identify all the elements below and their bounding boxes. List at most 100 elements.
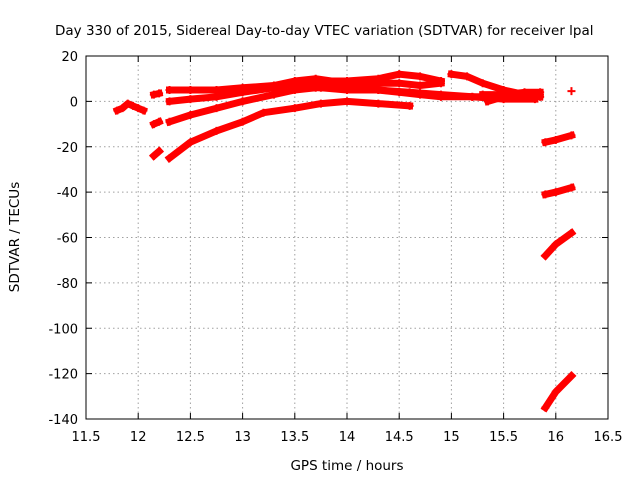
data-point	[530, 90, 539, 99]
grid	[86, 56, 608, 419]
data-point	[463, 72, 472, 81]
data-point	[290, 104, 299, 113]
data-point	[468, 92, 477, 101]
data-point	[259, 108, 268, 117]
x-tick-label: 13	[234, 430, 251, 445]
series-arc-m	[567, 87, 576, 96]
data-point	[374, 86, 383, 95]
data-point	[483, 97, 492, 106]
data-point	[416, 72, 425, 81]
data-point	[567, 131, 576, 140]
data-point	[541, 251, 550, 260]
data-point	[395, 70, 404, 79]
y-tick-label: -20	[57, 141, 78, 156]
x-axis: 11.5 12 12.5 13 13.5 14 14.5 15 15.5 16 16.5	[72, 56, 623, 445]
series-arc-f	[165, 70, 446, 106]
data-point	[416, 81, 425, 90]
data-point	[541, 138, 550, 147]
series-arc-q	[540, 370, 577, 413]
data-point	[269, 90, 278, 99]
series-trace	[541, 183, 576, 199]
data-point	[541, 190, 550, 199]
x-tick-label: 14.5	[385, 430, 414, 445]
data-point	[316, 83, 325, 92]
data-point	[567, 371, 576, 380]
data-point	[436, 90, 445, 99]
series-trace	[483, 91, 539, 106]
x-tick-label: 11.5	[72, 430, 101, 445]
data-point	[238, 97, 247, 106]
data-point	[165, 117, 174, 126]
series-arc-h	[164, 97, 414, 164]
data-point	[155, 89, 164, 98]
data-point	[405, 101, 414, 110]
data-point	[478, 90, 487, 99]
data-point	[186, 95, 195, 104]
data-point	[128, 101, 137, 110]
series-arc-o	[541, 183, 576, 199]
data-point	[567, 183, 576, 192]
y-tick-label: -100	[48, 322, 78, 337]
data-point	[515, 90, 524, 99]
data-point	[149, 120, 158, 129]
chart-title: Day 330 of 2015, Sidereal Day-to-day VTE…	[55, 23, 594, 39]
x-tick-label: 13.5	[280, 430, 309, 445]
data-point	[567, 228, 576, 237]
series-arc-n	[541, 131, 576, 147]
x-tick-label: 15.5	[489, 430, 518, 445]
series-trace	[164, 97, 414, 164]
data-point	[447, 70, 456, 79]
series-arc-a	[112, 99, 148, 115]
x-tick-label: 15	[443, 430, 460, 445]
data-point	[238, 117, 247, 126]
data-point	[343, 86, 351, 95]
data-point	[316, 99, 325, 108]
series-arc-p	[540, 228, 577, 261]
data-point	[551, 188, 560, 197]
data-point	[113, 106, 122, 115]
x-tick-label: 16	[548, 430, 565, 445]
data-point	[186, 86, 195, 95]
data-point	[343, 76, 351, 85]
data-point	[343, 97, 351, 106]
data-point	[155, 117, 164, 126]
y-tick-label: 20	[61, 50, 78, 65]
data-point	[290, 81, 299, 90]
data-point	[186, 110, 195, 119]
data-point	[212, 104, 221, 113]
data-point	[165, 97, 174, 106]
data-points	[112, 70, 577, 413]
series-arc-d	[148, 146, 165, 161]
series-arc-c	[149, 117, 164, 129]
data-point	[551, 135, 560, 144]
data-point	[374, 74, 383, 83]
data-point	[541, 403, 550, 412]
y-tick-label: 0	[70, 95, 78, 110]
data-point	[499, 92, 508, 101]
data-point	[149, 90, 158, 99]
data-point	[123, 99, 132, 108]
data-point	[551, 387, 560, 396]
data-point	[212, 126, 221, 135]
series-arc-l	[483, 90, 539, 106]
data-point	[436, 76, 445, 85]
data-point	[405, 88, 414, 97]
data-point	[186, 138, 195, 147]
data-point	[118, 104, 127, 113]
y-tick-label: -40	[57, 186, 78, 201]
x-tick-label: 16.5	[594, 430, 623, 445]
data-point	[165, 154, 174, 163]
data-point	[165, 86, 174, 95]
data-point	[269, 83, 278, 92]
data-point	[134, 104, 143, 113]
y-axis-label: SDTVAR / TECUs	[7, 182, 23, 292]
x-tick-label: 12	[130, 430, 147, 445]
x-tick-label: 12.5	[176, 430, 205, 445]
x-axis-label: GPS time / hours	[290, 458, 403, 474]
series-trace	[541, 131, 576, 147]
y-axis: 20 0 -20 -40 -60 -80 -100 -120 -140	[48, 50, 608, 428]
data-point	[212, 86, 221, 95]
data-point	[155, 147, 164, 156]
data-point	[395, 79, 404, 88]
